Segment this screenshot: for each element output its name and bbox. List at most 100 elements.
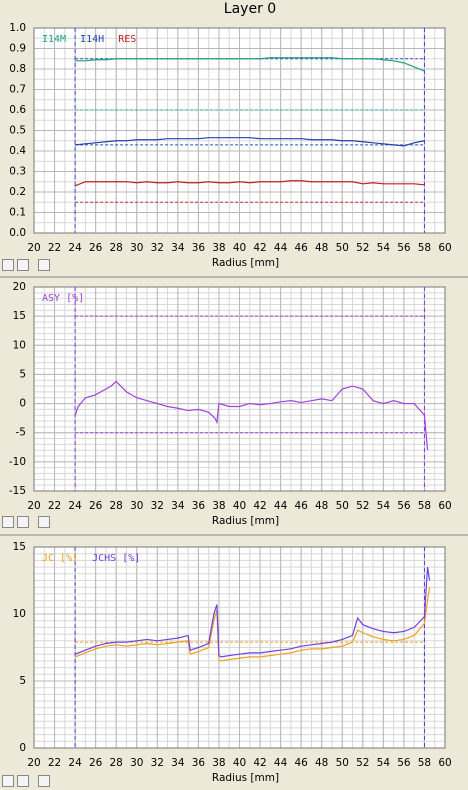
y-tick-label: 20 xyxy=(13,281,26,293)
x-tick-label: 44 xyxy=(274,757,288,769)
x-tick-label: 42 xyxy=(253,242,266,254)
legend-entry: I14M xyxy=(42,34,66,45)
x-tick-label: 50 xyxy=(336,242,349,254)
x-tick-label: 48 xyxy=(315,757,328,769)
x-tick-label: 44 xyxy=(274,242,288,254)
y-tick-label: 5 xyxy=(19,675,26,687)
y-tick-label: -5 xyxy=(16,427,26,439)
x-tick-label: 46 xyxy=(294,500,308,512)
x-tick-label: 58 xyxy=(418,757,431,769)
x-tick-label: 48 xyxy=(315,242,328,254)
y-tick-label: 0.4 xyxy=(9,145,26,157)
plot-frame xyxy=(33,286,446,492)
x-tick-label: 30 xyxy=(130,500,143,512)
data-line xyxy=(75,137,425,147)
x-tick-label: 26 xyxy=(89,242,103,254)
legend-entry: I14H xyxy=(80,34,104,45)
data-line xyxy=(74,587,431,662)
zoom-button[interactable] xyxy=(2,775,14,787)
y-tick-label: 15 xyxy=(13,310,26,322)
x-tick-label: 36 xyxy=(192,757,206,769)
y-tick-label: -15 xyxy=(9,485,26,497)
y-tick-label: 0 xyxy=(19,742,26,754)
x-tick-label: 40 xyxy=(233,242,246,254)
legend-entry: RES xyxy=(118,34,136,45)
x-tick-label: 40 xyxy=(233,500,246,512)
x-tick-label: 36 xyxy=(192,242,206,254)
y-tick-label: 0.6 xyxy=(9,104,26,116)
x-tick-label: 60 xyxy=(438,757,451,769)
y-tick-label: 0.7 xyxy=(9,84,26,96)
y-tick-label: 10 xyxy=(13,339,26,351)
x-tick-label: 44 xyxy=(274,500,288,512)
y-tick-label: 0.5 xyxy=(9,125,26,137)
x-tick-label: 22 xyxy=(48,500,61,512)
data-line xyxy=(74,380,429,451)
plot-frame xyxy=(33,546,446,749)
x-tick-label: 20 xyxy=(27,500,40,512)
y-tick-label: 0.8 xyxy=(9,63,26,75)
y-tick-label: 0.3 xyxy=(9,166,26,178)
x-tick-label: 60 xyxy=(438,500,451,512)
x-tick-label: 34 xyxy=(171,242,185,254)
x-axis-title: Radius [mm] xyxy=(212,515,279,527)
x-tick-label: 34 xyxy=(171,757,185,769)
x-tick-label: 50 xyxy=(336,757,349,769)
legend-entry: JC [%] xyxy=(42,553,78,564)
data-line xyxy=(74,567,431,658)
data-line xyxy=(74,180,425,187)
legend-entry: JCHS [%] xyxy=(92,553,140,564)
x-tick-label: 38 xyxy=(212,500,225,512)
x-tick-label: 24 xyxy=(68,242,82,254)
x-tick-label: 32 xyxy=(151,242,164,254)
x-tick-label: 30 xyxy=(130,757,143,769)
x-tick-label: 42 xyxy=(253,757,266,769)
x-tick-label: 26 xyxy=(89,757,103,769)
pan-button[interactable] xyxy=(38,775,50,787)
x-tick-label: 22 xyxy=(48,242,61,254)
x-tick-label: 26 xyxy=(89,500,103,512)
y-tick-label: 0 xyxy=(19,398,26,410)
x-tick-label: 28 xyxy=(110,242,123,254)
pan-button[interactable] xyxy=(38,516,50,528)
plot-frame xyxy=(33,27,446,234)
x-tick-label: 38 xyxy=(212,757,225,769)
x-tick-label: 20 xyxy=(27,757,40,769)
x-tick-label: 40 xyxy=(233,757,246,769)
y-tick-label: 15 xyxy=(13,541,26,553)
x-tick-label: 54 xyxy=(377,500,391,512)
crosshair-button[interactable] xyxy=(17,775,29,787)
crosshair-button[interactable] xyxy=(17,259,29,271)
x-tick-label: 42 xyxy=(253,500,266,512)
crosshair-button[interactable] xyxy=(17,516,29,528)
x-tick-label: 52 xyxy=(356,500,369,512)
zoom-button[interactable] xyxy=(2,516,14,528)
x-tick-label: 56 xyxy=(397,757,411,769)
zoom-button[interactable] xyxy=(2,259,14,271)
x-tick-label: 24 xyxy=(68,757,82,769)
x-tick-label: 50 xyxy=(336,500,349,512)
x-tick-label: 20 xyxy=(27,242,40,254)
x-tick-label: 54 xyxy=(377,242,391,254)
page-title: Layer 0 xyxy=(224,1,276,17)
x-tick-label: 56 xyxy=(397,242,411,254)
x-tick-label: 48 xyxy=(315,500,328,512)
y-tick-label: -10 xyxy=(9,456,26,468)
x-tick-label: 28 xyxy=(110,757,123,769)
x-tick-label: 22 xyxy=(48,757,61,769)
x-tick-label: 52 xyxy=(356,757,369,769)
x-tick-label: 46 xyxy=(294,757,308,769)
x-axis-title: Radius [mm] xyxy=(212,772,279,784)
data-line xyxy=(75,57,425,72)
y-tick-label: 0.9 xyxy=(9,43,26,55)
x-tick-label: 28 xyxy=(110,500,123,512)
y-tick-label: 0.0 xyxy=(9,227,26,239)
x-tick-label: 46 xyxy=(294,242,308,254)
x-tick-label: 52 xyxy=(356,242,369,254)
legend-entry: ASY [%] xyxy=(42,293,84,304)
x-tick-label: 30 xyxy=(130,242,143,254)
y-tick-label: 10 xyxy=(13,608,26,620)
y-tick-label: 5 xyxy=(19,368,26,380)
pan-button[interactable] xyxy=(38,259,50,271)
